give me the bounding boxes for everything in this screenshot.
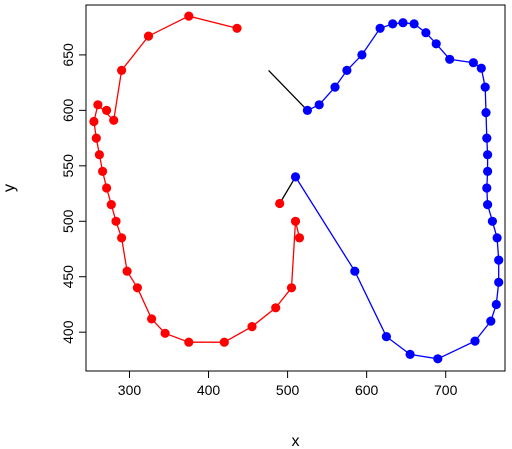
data-point (482, 133, 492, 143)
data-point (357, 50, 367, 60)
data-point (184, 337, 194, 347)
y-tick-label: 500 (60, 209, 76, 233)
data-layer (89, 11, 504, 364)
data-point (487, 216, 497, 226)
data-point (405, 349, 415, 359)
data-point (468, 58, 478, 68)
data-point (109, 115, 119, 125)
series-line (279, 176, 297, 204)
y-tick-label: 450 (60, 265, 76, 289)
data-point (330, 82, 340, 92)
data-point (184, 11, 194, 21)
data-point (433, 354, 443, 364)
plot-frame (85, 4, 506, 372)
data-point (160, 328, 170, 338)
data-point (271, 303, 281, 313)
series-line (268, 69, 308, 111)
data-point (91, 133, 101, 143)
data-point (398, 18, 408, 28)
data-point (102, 105, 112, 115)
data-point (470, 336, 480, 346)
data-point (94, 150, 104, 160)
data-point (232, 23, 242, 33)
data-point (132, 283, 142, 293)
data-point (102, 183, 112, 193)
y-axis-label: y (1, 184, 18, 192)
data-point (275, 198, 285, 209)
x-tick-label: 700 (434, 382, 458, 398)
x-tick-label: 600 (355, 382, 379, 398)
data-point (492, 233, 502, 243)
data-point (421, 28, 431, 38)
data-point (483, 166, 493, 176)
data-point (342, 65, 352, 75)
data-point (219, 337, 229, 347)
x-tick-label: 500 (276, 382, 300, 398)
data-point (122, 266, 132, 276)
data-point (93, 100, 103, 110)
data-point (494, 277, 504, 287)
data-point (350, 266, 360, 276)
y-tick-label: 400 (60, 320, 76, 344)
data-point (106, 200, 116, 210)
data-point (302, 105, 312, 115)
axes: 300 400 500 600 700 400 450 500 550 600 650 (60, 4, 506, 398)
x-tick-label: 400 (197, 382, 221, 398)
data-point (290, 216, 301, 226)
data-point (480, 82, 490, 92)
data-point (247, 322, 257, 332)
data-point (476, 63, 486, 73)
data-point (98, 166, 108, 176)
series-line (294, 22, 500, 360)
data-point (314, 100, 324, 110)
data-point (290, 172, 301, 182)
data-point (143, 31, 154, 41)
data-point (483, 200, 493, 210)
data-point (147, 314, 157, 324)
data-point (483, 150, 493, 160)
data-point (409, 19, 419, 29)
data-point (117, 65, 127, 75)
data-point (445, 54, 455, 64)
data-point (491, 299, 501, 310)
data-point (486, 316, 496, 326)
y-tick-label: 550 (60, 154, 76, 178)
data-point (375, 23, 385, 33)
x-tick-label: 300 (118, 382, 142, 398)
data-point (89, 116, 99, 127)
data-point (286, 283, 297, 293)
data-point (294, 233, 305, 243)
data-point (388, 19, 398, 29)
x-axis-label: x (292, 433, 300, 449)
data-point (431, 39, 441, 49)
data-point (494, 255, 504, 265)
data-point (111, 216, 121, 226)
y-tick-label: 650 (60, 43, 76, 67)
data-point (481, 108, 491, 118)
series-line (93, 15, 301, 343)
data-point (117, 233, 127, 243)
data-point (381, 332, 391, 342)
data-point (482, 183, 492, 193)
y-tick-label: 600 (60, 98, 76, 122)
